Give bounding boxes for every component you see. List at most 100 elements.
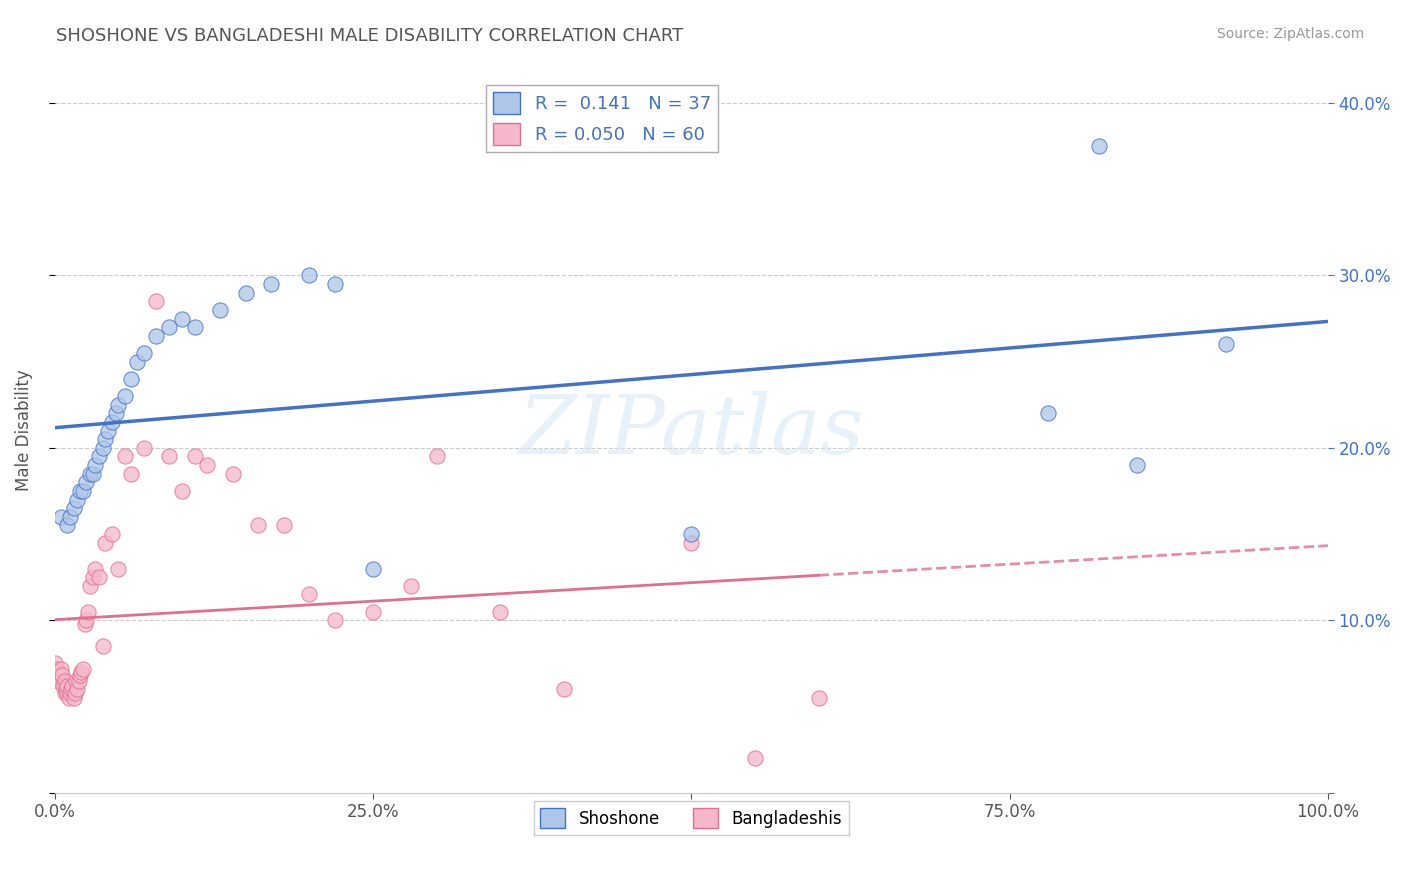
Point (66, 492, 89, 507)
Point (49, 661, 72, 675)
Point (46, 668, 69, 682)
Point (84, 561, 107, 575)
Point (60, 679, 83, 693)
Point (84, 458, 107, 472)
Point (44, 657, 66, 671)
Point (53, 673, 76, 688)
Point (298, 587, 321, 601)
Point (235, 285, 257, 300)
Point (361, 605, 384, 619)
Point (1088, 139, 1111, 153)
Point (361, 561, 384, 575)
Point (82, 570, 104, 584)
Point (87, 450, 110, 464)
Point (273, 518, 295, 533)
Point (209, 302, 232, 317)
Point (58, 690, 80, 705)
Point (114, 450, 136, 464)
Point (82, 467, 104, 481)
Point (62, 690, 84, 705)
Point (49, 509, 72, 524)
Point (48, 668, 70, 682)
Point (120, 467, 142, 481)
Point (104, 406, 127, 420)
Point (46, 665, 69, 679)
Point (75, 613, 97, 627)
Point (807, 690, 830, 705)
Point (53, 686, 76, 700)
Point (222, 467, 245, 481)
Point (75, 616, 97, 631)
Point (1126, 458, 1149, 472)
Point (157, 450, 180, 464)
Point (49, 673, 72, 688)
Point (56, 518, 79, 533)
Point (120, 372, 142, 386)
Point (59, 686, 82, 700)
Legend: Shoshone, Bangladeshis: Shoshone, Bangladeshis (534, 801, 849, 835)
Point (145, 294, 167, 309)
Point (65, 673, 87, 688)
Point (132, 346, 155, 360)
Point (87, 570, 110, 584)
Point (56, 679, 79, 693)
Point (145, 328, 167, 343)
Point (66, 682, 89, 697)
Point (170, 483, 193, 498)
Y-axis label: Male Disability: Male Disability (15, 369, 32, 491)
Text: ZIPatlas: ZIPatlas (519, 391, 865, 471)
Point (51, 668, 73, 682)
Point (59, 509, 82, 524)
Point (45, 665, 67, 679)
Point (91, 441, 114, 455)
Point (298, 268, 321, 283)
Point (94, 535, 117, 549)
Point (91, 639, 114, 653)
Point (127, 354, 149, 368)
Point (426, 450, 449, 464)
Point (323, 277, 346, 291)
Text: SHOSHONE VS BANGLADESHI MALE DISABILITY CORRELATION CHART: SHOSHONE VS BANGLADESHI MALE DISABILITY … (56, 27, 683, 45)
Point (79, 579, 101, 593)
Point (553, 682, 575, 697)
Point (101, 527, 124, 541)
Text: Source: ZipAtlas.com: Source: ZipAtlas.com (1216, 27, 1364, 41)
Point (107, 561, 129, 575)
Point (157, 320, 180, 334)
Point (399, 579, 422, 593)
Point (1036, 406, 1059, 420)
Point (323, 613, 346, 627)
Point (744, 751, 766, 765)
Point (260, 277, 283, 291)
Point (79, 467, 101, 481)
Point (75, 475, 97, 490)
Point (107, 398, 129, 412)
Point (114, 389, 136, 403)
Point (56, 686, 79, 700)
Point (52, 679, 75, 693)
Point (55, 682, 77, 697)
Point (681, 527, 703, 541)
Point (69, 668, 91, 682)
Point (97, 424, 120, 438)
Point (63, 686, 86, 700)
Point (1215, 337, 1237, 351)
Point (72, 483, 94, 498)
Point (62, 501, 84, 516)
Point (70, 665, 93, 679)
Point (132, 441, 155, 455)
Point (183, 450, 205, 464)
Point (60, 682, 83, 697)
Point (247, 518, 270, 533)
Point (76, 605, 98, 619)
Point (69, 483, 91, 498)
Point (46, 673, 69, 688)
Point (46, 661, 69, 675)
Point (72, 661, 94, 675)
Point (101, 415, 124, 429)
Point (67, 673, 90, 688)
Point (94, 432, 117, 446)
Point (170, 311, 193, 326)
Point (183, 320, 205, 334)
Point (489, 605, 512, 619)
